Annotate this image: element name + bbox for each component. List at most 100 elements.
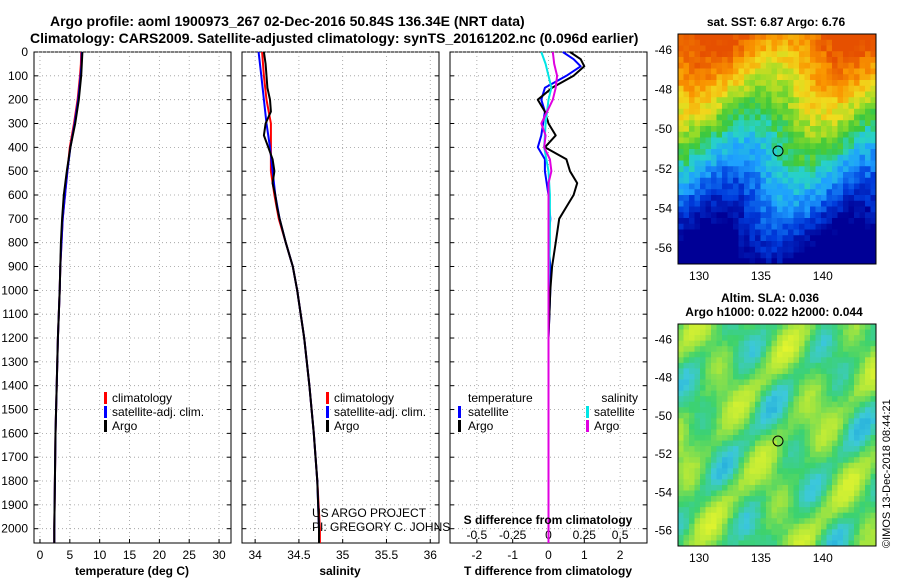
sla-cell (760, 329, 767, 336)
sla-cell (865, 390, 871, 397)
sla-cell (815, 418, 822, 425)
sst-cell (799, 235, 805, 242)
sla-cell (859, 529, 866, 536)
sla-cell (870, 540, 877, 547)
sst-cell (683, 177, 690, 184)
sla-cell (854, 423, 860, 430)
sst-cell (700, 200, 706, 207)
sst-cell (771, 223, 778, 230)
sla-cell (716, 435, 723, 441)
sla-cell (700, 451, 706, 458)
temperature-panel: 0100200300400500600700800900100011001200… (1, 45, 232, 578)
sla-cell (865, 457, 871, 464)
sst-cell (694, 218, 701, 225)
sst-cell (689, 195, 695, 202)
sla-cell (837, 329, 844, 336)
sla-cell (722, 490, 728, 497)
sla-cell (678, 401, 684, 408)
sla-cell (727, 423, 734, 430)
sla-cell (678, 451, 684, 458)
sla-cell (733, 451, 739, 458)
sla-cell (689, 335, 695, 342)
sst-cell (738, 114, 745, 121)
sst-cell (782, 57, 789, 64)
x-tick-label: 10 (93, 548, 107, 562)
sst-cell (870, 45, 877, 52)
sla-cell (832, 373, 838, 380)
sst-cell (689, 166, 695, 173)
sst-cell (727, 258, 734, 265)
sla-cell (810, 396, 816, 403)
sla-cell (689, 324, 695, 330)
sst-cell (804, 85, 811, 92)
sst-cell (837, 246, 844, 253)
sst-cell (705, 212, 712, 219)
sla-cell (804, 484, 811, 491)
sla-cell (848, 357, 855, 364)
sla-cell (815, 484, 822, 491)
sst-cell (843, 177, 849, 184)
sst-cell (722, 39, 728, 46)
sla-cell (782, 501, 789, 508)
sla-cell (865, 507, 871, 514)
sst-cell (711, 246, 717, 253)
sst-cell (799, 137, 805, 144)
sst-cell (705, 143, 712, 150)
sla-cell (738, 496, 745, 502)
sla-cell (733, 401, 739, 408)
sst-cell (870, 74, 877, 81)
sst-cell (804, 246, 811, 253)
sst-cell (678, 183, 684, 190)
sst-cell (832, 51, 838, 58)
sla-cell (755, 496, 761, 502)
sla-cell (815, 507, 822, 514)
sst-cell (678, 137, 684, 144)
sla-cell (788, 401, 794, 408)
sla-cell (749, 540, 756, 547)
sla-cell (727, 351, 734, 358)
sst-cell (683, 80, 690, 87)
sla-cell (777, 440, 783, 447)
sla-cell (837, 523, 844, 530)
sst-cell (810, 149, 816, 156)
sla-cell (700, 479, 706, 486)
sla-cell (859, 446, 866, 453)
sla-cell (678, 501, 684, 508)
sla-cell (755, 357, 761, 364)
sst-cell (804, 229, 811, 236)
sst-cell (793, 74, 800, 81)
sla-cell (755, 473, 761, 480)
sla-cell (782, 357, 789, 364)
sst-cell (700, 241, 706, 248)
sla-cell (837, 534, 844, 541)
sst-cell (766, 160, 772, 167)
sla-cell (727, 346, 734, 353)
sst-cell (711, 241, 717, 248)
sst-cell (760, 149, 767, 156)
sst-cell (733, 108, 739, 115)
sst-cell (826, 80, 833, 87)
sla-cell (799, 357, 805, 364)
sla-cell (777, 529, 783, 536)
sst-cell (865, 200, 871, 207)
sst-cell (711, 45, 717, 52)
sst-cell (722, 218, 728, 225)
sst-cell (848, 200, 855, 207)
longitude-label: 140 (813, 269, 833, 283)
sla-cell (727, 523, 734, 530)
sla-cell (744, 468, 750, 475)
sst-cell (810, 91, 816, 98)
sla-cell (744, 484, 750, 491)
sst-cell (760, 103, 767, 110)
sla-cell (716, 407, 723, 414)
sla-cell (678, 490, 684, 497)
sla-cell (815, 357, 822, 364)
sla-cell (771, 490, 778, 497)
sst-cell (788, 172, 794, 179)
temperature-legend: climatology satellite-adj. clim. Argo (104, 391, 204, 433)
sst-cell (711, 218, 717, 225)
sla-cell (837, 468, 844, 475)
sst-cell (744, 91, 750, 98)
sst-cell (749, 212, 756, 219)
sla-cell (804, 407, 811, 414)
